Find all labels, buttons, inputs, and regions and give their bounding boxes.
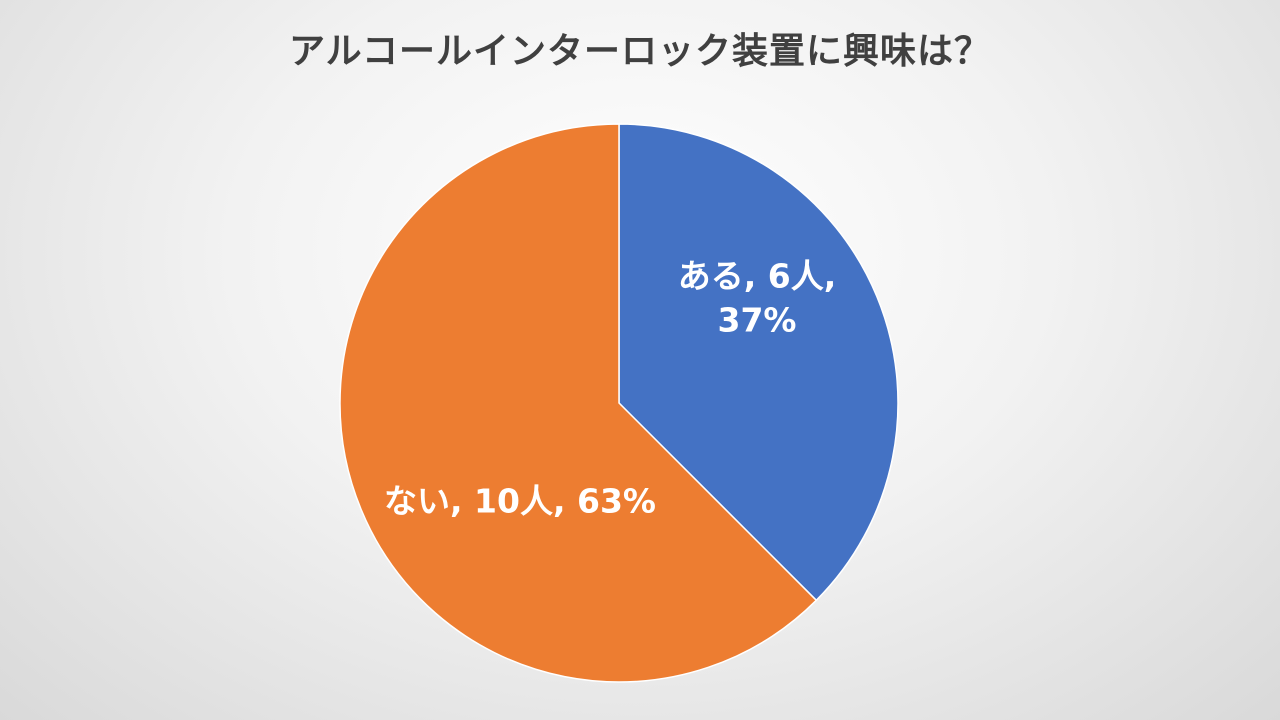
slice-label-0: ある, 6人, 37% [678, 257, 837, 340]
slice-label-line: ない, 10人, 63% [384, 482, 656, 521]
pie-slice-0 [618, 123, 899, 602]
slice-label-line: 37% [718, 301, 797, 340]
chart-title: アルコールインターロック装置に興味は？ [289, 31, 991, 72]
slice-label-line: ある, 6人, [678, 257, 837, 296]
pie-slice-1 [339, 123, 818, 683]
slice-label-1: ない, 10人, 63% [384, 482, 656, 521]
